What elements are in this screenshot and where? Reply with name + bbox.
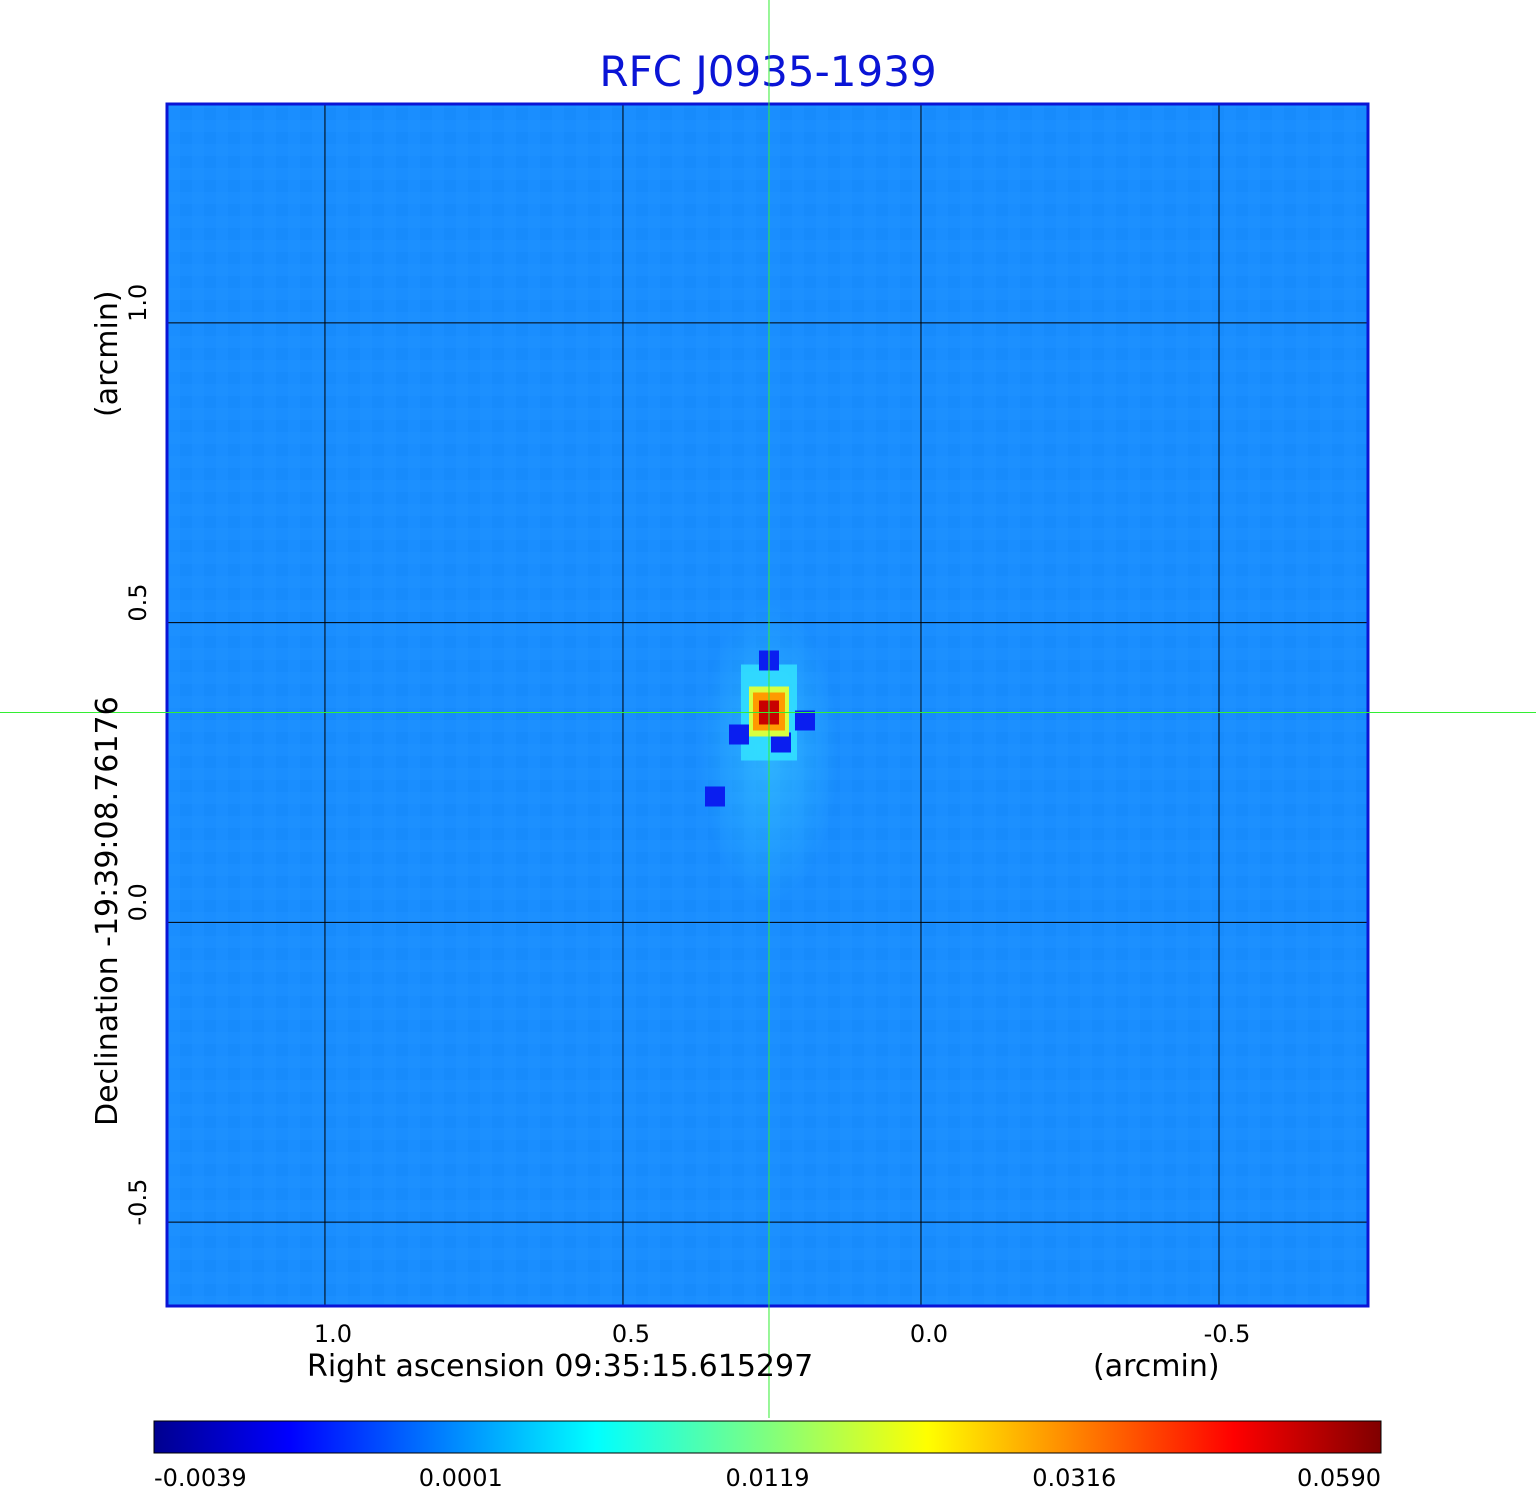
y-axis-unit: (arcmin) <box>90 290 125 417</box>
negative-sidelobe <box>728 724 749 745</box>
x-axis-unit: (arcmin) <box>1093 1349 1220 1384</box>
y-tick-label: 0.0 <box>124 883 152 921</box>
x-axis-label: Right ascension 09:35:15.615297 <box>307 1349 813 1384</box>
colorbar-tick-label: 0.0119 <box>726 1464 810 1492</box>
x-tick-label: 0.5 <box>612 1320 650 1348</box>
image-plot-area <box>165 102 1370 1308</box>
coordinate-grid <box>167 104 1368 1306</box>
negative-sidelobe <box>704 786 725 807</box>
colorbar-tick-label: -0.0039 <box>154 1464 247 1492</box>
colorbar-tick-label: 0.0001 <box>419 1464 503 1492</box>
crosshair <box>0 0 1536 1418</box>
negative-sidelobe <box>794 710 815 731</box>
y-tick-label: -0.5 <box>124 1179 152 1226</box>
colorbar-gradient <box>153 1420 1382 1454</box>
y-tick-labels: 1.0 0.5 0.0 -0.5 <box>124 284 152 1226</box>
chart-title: RFC J0935-1939 <box>599 47 936 96</box>
colorbar-tick-label: 0.0316 <box>1032 1464 1116 1492</box>
y-tick-label: 1.0 <box>124 284 152 322</box>
y-tick-label: 0.5 <box>124 583 152 621</box>
x-tick-label: 0.0 <box>910 1320 948 1348</box>
negative-sidelobe <box>770 732 791 753</box>
colorbar: -0.0039 0.0001 0.0119 0.0316 0.0590 <box>153 1420 1382 1492</box>
colorbar-tick-labels: -0.0039 0.0001 0.0119 0.0316 0.0590 <box>154 1464 1381 1492</box>
x-tick-label: 1.0 <box>314 1320 352 1348</box>
y-axis-label: Declination -19:39:08.76176 <box>90 696 125 1126</box>
x-tick-label: -0.5 <box>1204 1320 1251 1348</box>
plot-frame <box>165 102 1370 1308</box>
x-tick-labels: 1.0 0.5 0.0 -0.5 <box>314 1320 1251 1348</box>
colorbar-tick-label: 0.0590 <box>1297 1464 1381 1492</box>
